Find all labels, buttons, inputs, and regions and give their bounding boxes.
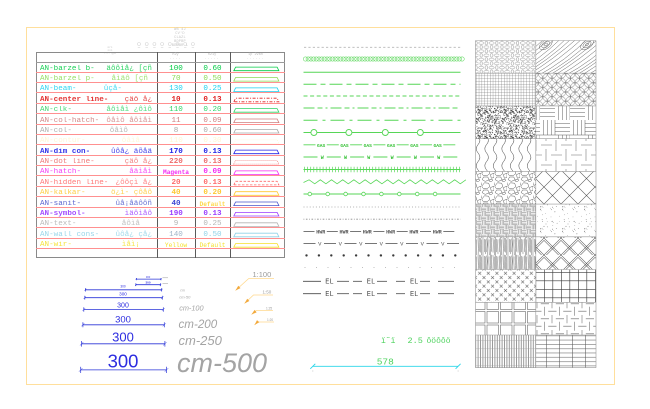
svg-text:EL: EL [325,291,333,299]
svg-text:EL: EL [325,279,333,287]
svg-text:1:50: 1:50 [263,290,272,295]
svg-text:W: W [321,155,324,161]
svg-text:GAS: GAS [387,143,396,149]
svg-text:cm-50: cm-50 [179,295,191,300]
svg-text:cm: cm [180,289,185,293]
svg-text:V: V [359,241,363,248]
svg-text:ôöôôö: ôöôôö [427,337,451,346]
svg-text:cm-100: cm-100 [179,304,203,313]
svg-text:300: 300 [120,285,126,289]
svg-text:cm-200: cm-200 [179,318,218,331]
svg-text:1:25: 1:25 [266,306,272,310]
svg-text:300: 300 [145,281,150,285]
svg-text:578: 578 [377,356,394,367]
svg-text:HWR: HWR [409,229,418,235]
svg-text:300: 300 [119,292,127,297]
svg-text:HWR: HWR [433,229,442,235]
svg-text:300: 300 [146,275,151,279]
svg-text:W: W [367,155,370,161]
svg-text:V: V [318,241,322,248]
svg-text:W: W [344,155,347,161]
svg-text:300: 300 [117,302,129,309]
svg-text:V: V [441,241,445,248]
svg-text:V: V [400,241,404,248]
svg-text:HWR: HWR [316,229,325,235]
svg-text:HWR: HWR [386,229,395,235]
svg-text:HWR: HWR [363,229,372,235]
svg-text:300: 300 [115,315,131,326]
svg-text:1:100: 1:100 [253,270,272,279]
svg-text:V: V [380,241,384,248]
svg-text:1:20: 1:20 [267,318,273,322]
svg-text:EL: EL [367,291,375,299]
svg-text:300: 300 [108,351,139,372]
svg-text:V: V [421,241,425,248]
svg-text:GAS: GAS [340,143,349,149]
svg-text:HWR: HWR [339,229,348,235]
svg-text:W: W [414,155,417,161]
svg-text:GAS: GAS [364,143,373,149]
svg-text:GAS: GAS [434,143,443,149]
svg-text:300: 300 [112,330,134,345]
svg-text:cm-250: cm-250 [179,333,223,348]
svg-text:W: W [437,155,440,161]
svg-text:EL: EL [367,279,375,287]
svg-text:GAS: GAS [410,143,419,149]
svg-text:GAS: GAS [317,143,326,149]
svg-text:ï˜ï: ï˜ï [381,337,396,346]
svg-text:EL: EL [410,279,418,287]
svg-text:EL: EL [410,291,418,299]
svg-text:2.5: 2.5 [408,336,423,346]
svg-text:W: W [391,155,394,161]
svg-text:cm-500: cm-500 [177,348,267,378]
svg-text:V: V [339,241,343,248]
